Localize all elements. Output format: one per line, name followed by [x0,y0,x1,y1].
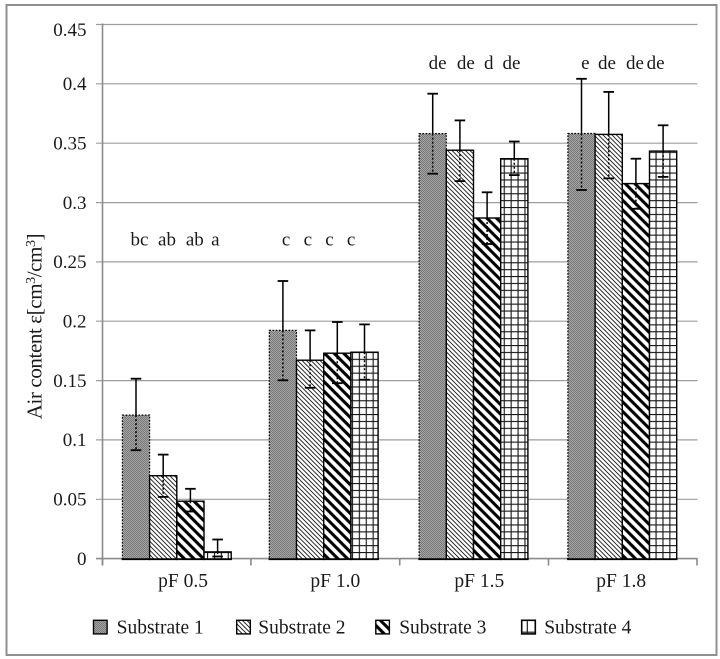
svg-text:Substrate 4: Substrate 4 [544,618,631,639]
svg-text:ab: ab [186,229,204,250]
svg-text:Substrate 2: Substrate 2 [258,618,345,639]
svg-text:0.3: 0.3 [63,193,87,214]
svg-text:0.05: 0.05 [53,490,86,511]
svg-text:de: de [598,53,616,74]
svg-text:a: a [211,229,220,250]
svg-text:0.35: 0.35 [53,133,86,154]
svg-text:Substrate 3: Substrate 3 [399,618,486,639]
svg-text:pF 1.0: pF 1.0 [310,571,360,592]
svg-text:pF 1.5: pF 1.5 [454,571,504,592]
svg-text:c: c [282,229,290,250]
svg-text:e: e [581,53,589,74]
svg-text:c: c [347,229,355,250]
svg-text:ab: ab [158,229,176,250]
svg-text:0.15: 0.15 [53,371,86,392]
svg-text:de: de [647,53,665,74]
svg-text:c: c [304,229,312,250]
svg-text:0.45: 0.45 [53,20,86,41]
svg-text:de: de [429,53,447,74]
svg-text:de: de [503,53,521,74]
svg-text:c: c [325,229,333,250]
svg-text:Substrate 1: Substrate 1 [117,618,204,639]
svg-text:bc: bc [131,229,149,250]
svg-text:0: 0 [77,549,87,570]
svg-text:de: de [626,53,644,74]
svg-text:0.4: 0.4 [63,74,87,95]
svg-text:pF 1.8: pF 1.8 [596,571,646,592]
svg-text:pF 0.5: pF 0.5 [158,571,208,592]
svg-text:Air content ε[cm3/cm3]: Air content ε[cm3/cm3] [22,234,46,419]
svg-text:de: de [457,53,475,74]
svg-text:0.2: 0.2 [63,311,87,332]
svg-text:0.25: 0.25 [53,252,86,273]
svg-text:0.1: 0.1 [63,430,87,451]
svg-text:d: d [484,53,494,74]
